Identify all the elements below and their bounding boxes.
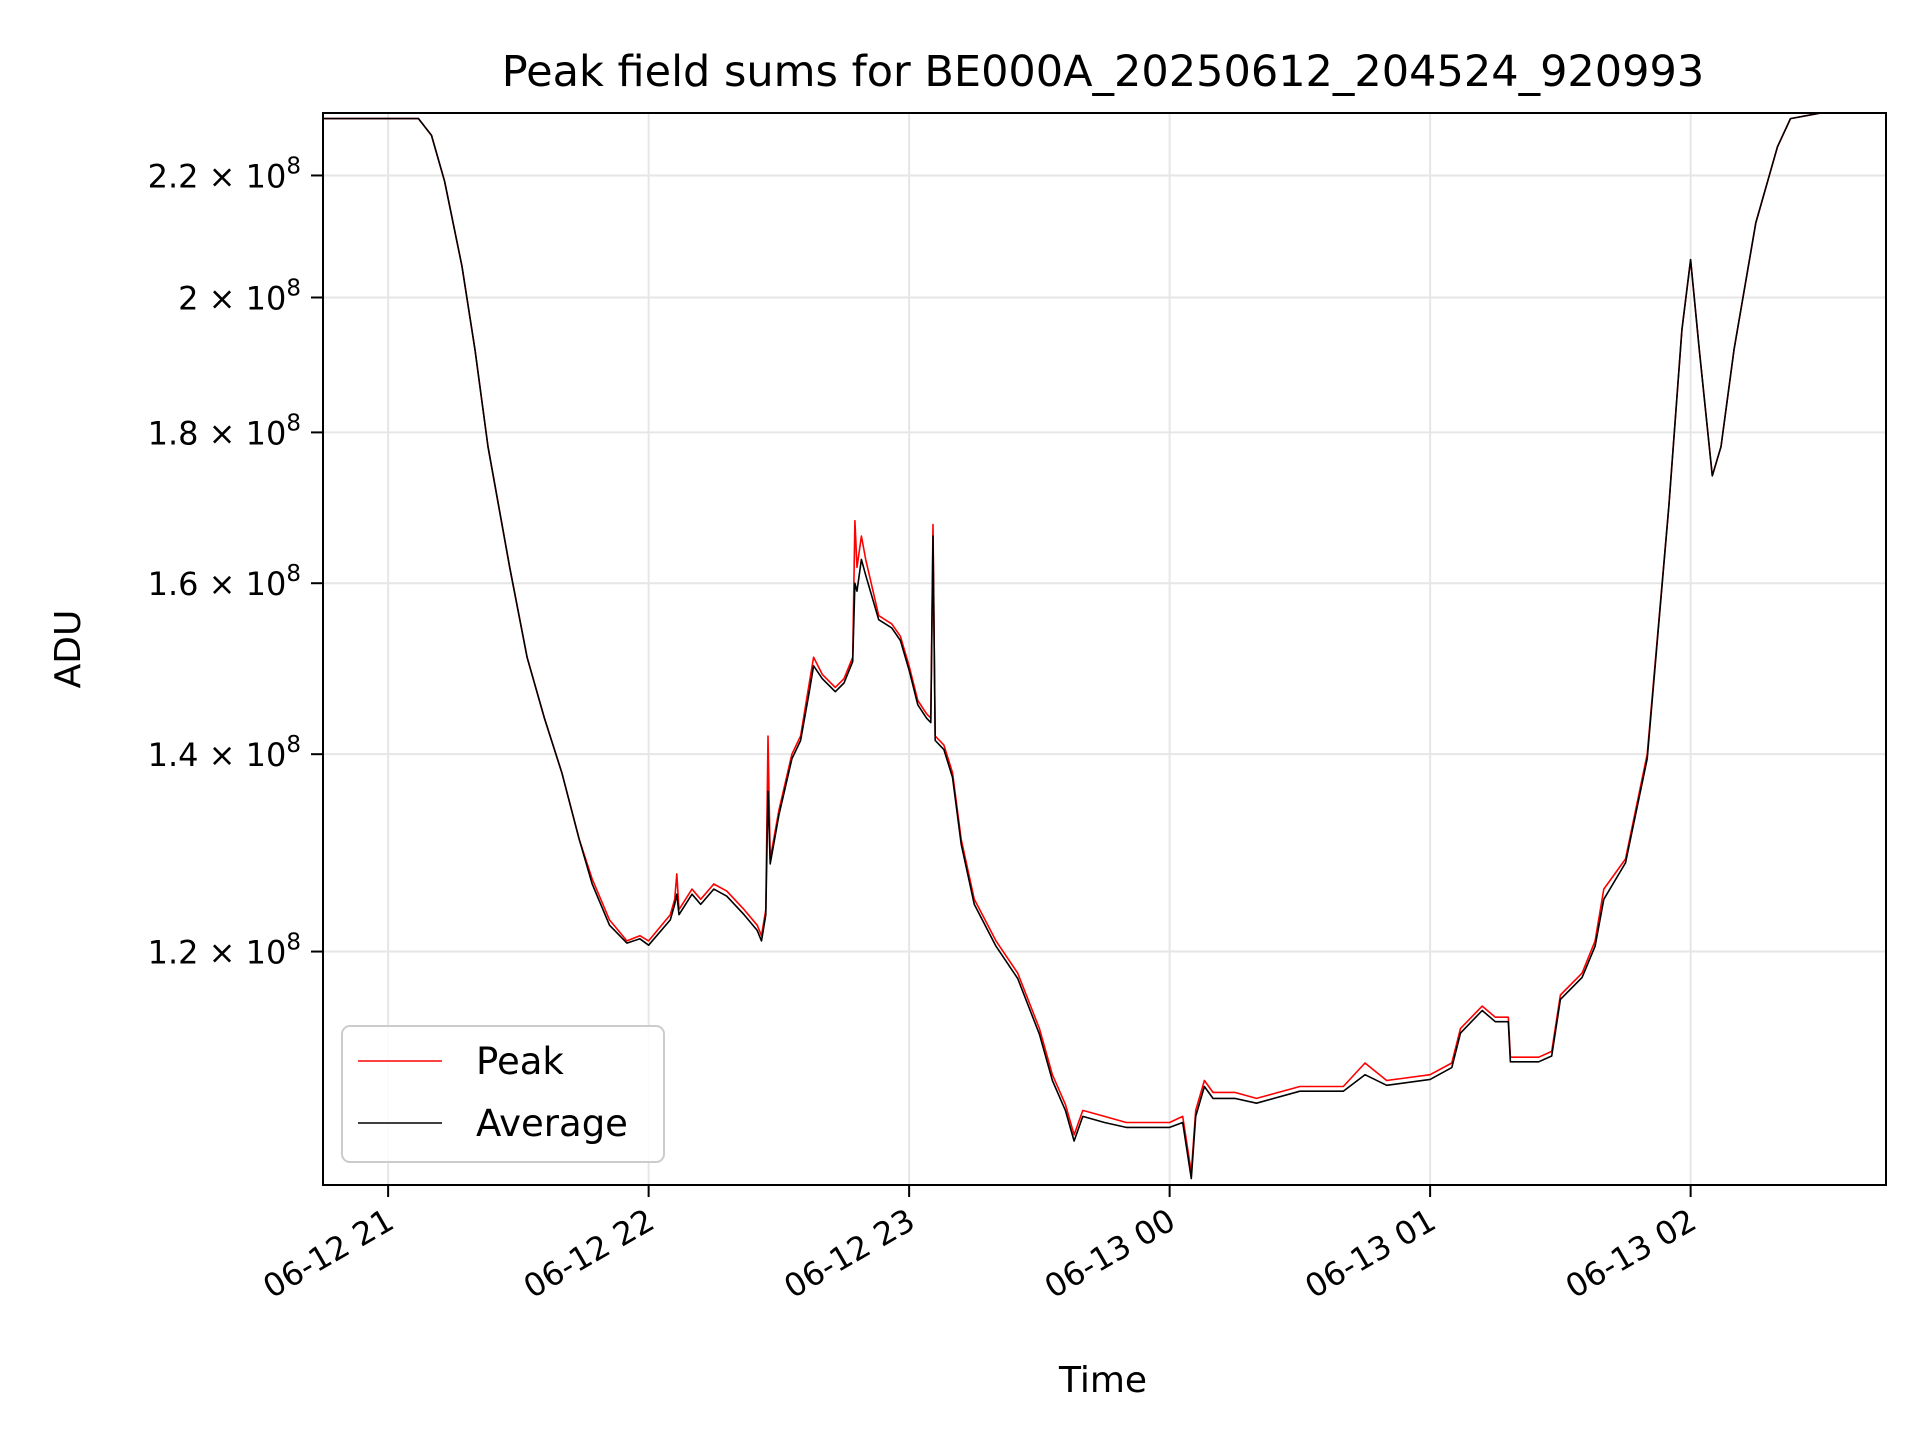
y-tick-label: 1.8 × 108 — [148, 410, 301, 452]
chart-title: Peak field sums for BE000A_20250612_2045… — [502, 47, 1704, 97]
legend-box — [341, 1025, 665, 1163]
x-axis-label: Time — [1058, 1360, 1147, 1401]
plot-frame — [322, 112, 1887, 1186]
y-tick-label: 1.2 × 108 — [148, 930, 301, 972]
y-tick-label: 2 × 108 — [178, 276, 301, 318]
y-axis-label: ADU — [48, 610, 89, 689]
y-tick-label: 1.4 × 108 — [148, 732, 301, 774]
legend-label-peak: Peak — [476, 1040, 564, 1083]
series-line-average — [323, 113, 1822, 1180]
grid-lines — [323, 113, 1886, 1185]
y-tick-label: 2.2 × 108 — [148, 153, 301, 195]
y-tick-label: 1.6 × 108 — [148, 561, 301, 603]
legend: Peak Average — [341, 1025, 665, 1163]
legend-label-average: Average — [476, 1102, 628, 1145]
series-layer — [323, 113, 1822, 1180]
y-axis-ticks: 1.2 × 108 1.4 × 108 1.6 × 108 1.8 × 108 2 × … — [148, 153, 323, 972]
